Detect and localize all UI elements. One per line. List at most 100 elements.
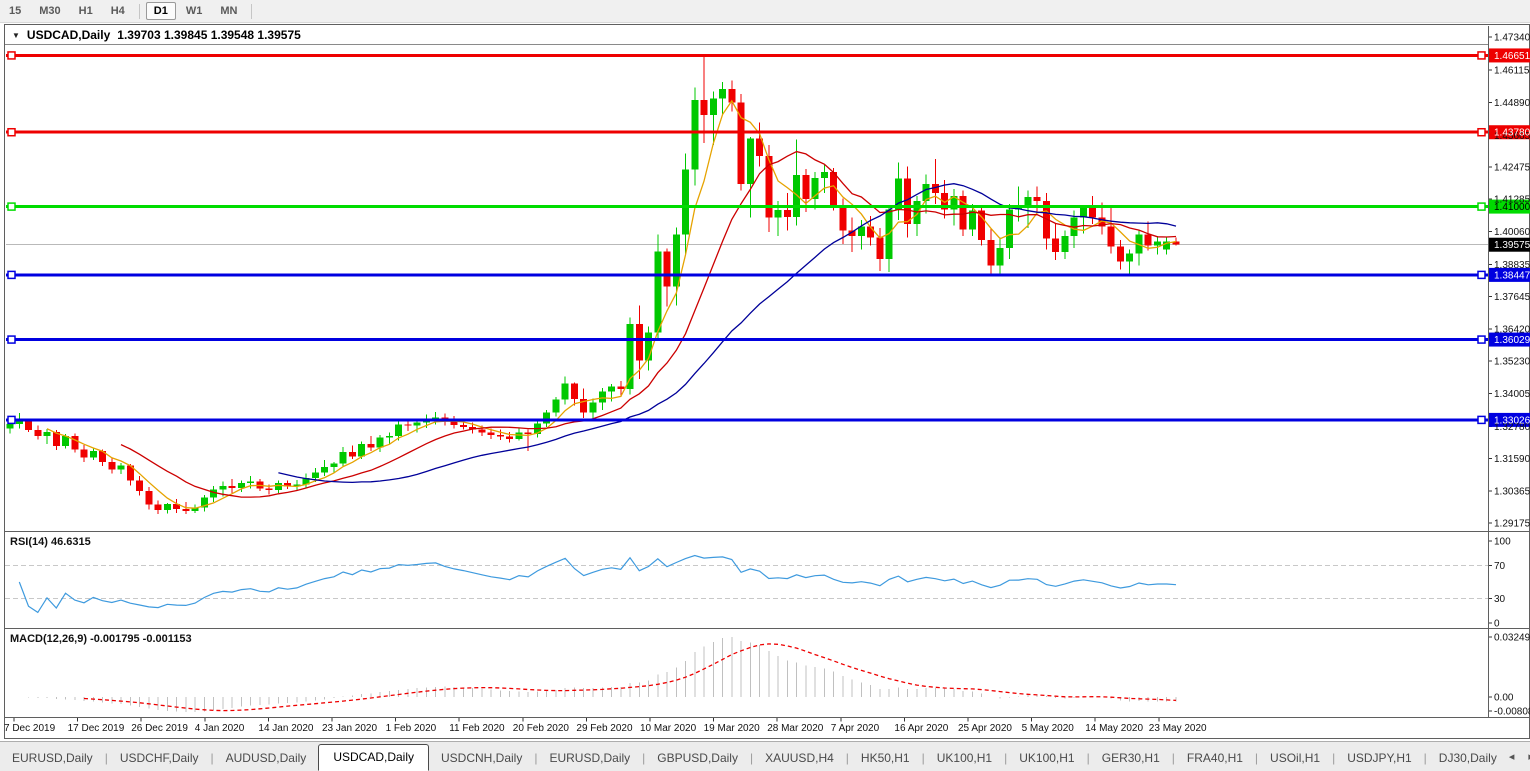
candle-body — [978, 210, 986, 241]
date-tick-label: 11 Feb 2020 — [449, 723, 505, 734]
price-tick-label: 1.31590 — [1494, 454, 1530, 465]
chart-tab-usdcad-daily[interactable]: USDCAD,Daily — [318, 744, 429, 771]
tab-separator: | — [104, 751, 108, 765]
candle-body — [459, 424, 467, 428]
candle-body — [996, 248, 1004, 266]
level-line-handle[interactable] — [1477, 202, 1486, 211]
timeframe-button-w1[interactable]: W1 — [185, 5, 203, 17]
price-tick-label: 1.37645 — [1494, 292, 1530, 303]
candle-body — [321, 467, 329, 473]
candle-body — [1005, 209, 1013, 249]
timeframe-button-15[interactable]: 15 — [9, 5, 22, 17]
candle-body — [99, 451, 107, 462]
candle-body — [635, 323, 643, 361]
chart-tab-gbpusd-daily[interactable]: GBPUSD,Daily — [657, 751, 738, 765]
chart-tab-dj30-daily[interactable]: DJ30,Daily — [1438, 751, 1497, 765]
candle-body — [719, 88, 727, 99]
price-badge — [1489, 332, 1530, 347]
candle-body — [580, 399, 588, 413]
price-badge-label: 1.36029 — [1494, 335, 1530, 346]
chart-ohlc-values: 1.39703 1.39845 1.39548 1.39575 — [117, 28, 301, 42]
chart-tab-audusd-daily[interactable]: AUDUSD,Daily — [225, 751, 307, 765]
candle-body — [904, 178, 912, 224]
level-line-handle[interactable] — [7, 335, 16, 344]
price-axis[interactable] — [1489, 36, 1530, 524]
level-line-handle[interactable] — [7, 415, 16, 425]
candle-body — [1061, 236, 1069, 253]
chart-tab-usdchf-daily[interactable]: USDCHF,Daily — [119, 751, 199, 765]
candle-body — [182, 508, 190, 512]
price-badge — [1489, 199, 1530, 214]
level-line-handle[interactable] — [7, 51, 16, 60]
symbol-tab-bar: EURUSD,Daily | USDCHF,Daily | AUDUSD,Daily US… — [0, 741, 1530, 771]
level-line-handle[interactable] — [1477, 51, 1486, 60]
level-line-handle[interactable] — [7, 270, 16, 280]
candle-body — [265, 488, 273, 491]
chart-tab-uk100-h1[interactable]: UK100,H1 — [936, 751, 993, 765]
chart-tab-usdcnh-daily[interactable]: USDCNH,Daily — [441, 751, 523, 765]
date-tick-label: 25 Apr 2020 — [958, 723, 1012, 734]
candle-body — [496, 435, 504, 437]
candle-body — [376, 437, 384, 448]
macd-panel — [18, 636, 1492, 713]
timeframe-button-d1[interactable]: D1 — [145, 2, 176, 20]
level-line-handle[interactable] — [1477, 335, 1486, 344]
chart-tab-usdjpy-h1[interactable]: USDJPY,H1 — [1347, 751, 1412, 765]
tab-separator: | — [1086, 751, 1090, 765]
candle-body — [348, 452, 356, 457]
chart-tab-xauusd-h4[interactable]: XAUUSD,H4 — [765, 751, 834, 765]
date-tick-label: 14 May 2020 — [1085, 723, 1143, 734]
chevron-down-icon[interactable]: ▼ — [12, 30, 20, 40]
moving-average-30 — [278, 183, 1177, 484]
candles — [6, 54, 1180, 515]
date-tick-label: 14 Jan 2020 — [258, 723, 313, 734]
candle-body — [330, 463, 338, 468]
candle-body — [672, 234, 680, 287]
chart-tab-hk50-h1[interactable]: HK50,H1 — [860, 751, 910, 765]
date-tick-label: 26 Dec 2019 — [131, 723, 188, 734]
rsi-tick-label: 30 — [1494, 594, 1506, 605]
tab-separator: | — [1254, 751, 1259, 765]
candle-body — [247, 481, 255, 484]
candle-body — [774, 209, 782, 218]
level-line-handle[interactable] — [7, 202, 16, 211]
timeframe-toolbar: 15 M30 H1 H4 D1 W1 MN — [0, 0, 1530, 23]
chart-tab-eurusd-daily[interactable]: EURUSD,Daily — [549, 751, 631, 765]
rsi-tick-label: 100 — [1494, 537, 1511, 548]
tab-separator: | — [1332, 751, 1336, 765]
chart-tab-eurusd-daily[interactable]: EURUSD,Daily — [12, 751, 93, 765]
candle-body — [1033, 197, 1041, 202]
candle-body — [645, 332, 653, 361]
timeframe-button-m30[interactable]: M30 — [39, 5, 61, 17]
price-badge — [1489, 267, 1530, 282]
candle-body — [857, 226, 865, 237]
level-line-handle[interactable] — [1477, 127, 1486, 137]
tab-separator: | — [210, 751, 214, 765]
level-line-handle[interactable] — [1477, 415, 1486, 425]
candle-body — [432, 417, 440, 419]
timeframe-button-h4[interactable]: H4 — [110, 5, 125, 17]
candle-body — [663, 251, 671, 287]
timeframe-button-h1[interactable]: H1 — [78, 5, 93, 17]
level-line-handle[interactable] — [7, 127, 16, 137]
candle-body — [126, 465, 134, 481]
candle-body — [682, 169, 690, 235]
price-badge-label: 1.41000 — [1494, 202, 1530, 213]
chart-tab-ger30-h1[interactable]: GER30,H1 — [1101, 751, 1160, 765]
timeframe-button-mn[interactable]: MN — [220, 5, 238, 17]
date-tick-label: 20 Feb 2020 — [513, 723, 570, 734]
candle-body — [15, 421, 23, 424]
chart-tab-fra40-h1[interactable]: FRA40,H1 — [1186, 751, 1243, 765]
level-line-handle[interactable] — [1477, 270, 1486, 280]
candle-body — [941, 193, 949, 210]
date-tick-label: 23 May 2020 — [1149, 723, 1207, 734]
tabs-scroll-left-icon[interactable]: ◂ — [1508, 751, 1515, 763]
tabs-scroll-right-icon[interactable]: ▸ — [1528, 750, 1530, 763]
candle-body — [700, 100, 708, 116]
candle-body — [987, 240, 995, 266]
candle-body — [820, 171, 828, 179]
chart-tab-usoil-h1[interactable]: USOil,H1 — [1270, 751, 1321, 765]
candle-body — [1107, 226, 1115, 247]
chart-tab-uk100-h1[interactable]: UK100,H1 — [1019, 751, 1075, 765]
